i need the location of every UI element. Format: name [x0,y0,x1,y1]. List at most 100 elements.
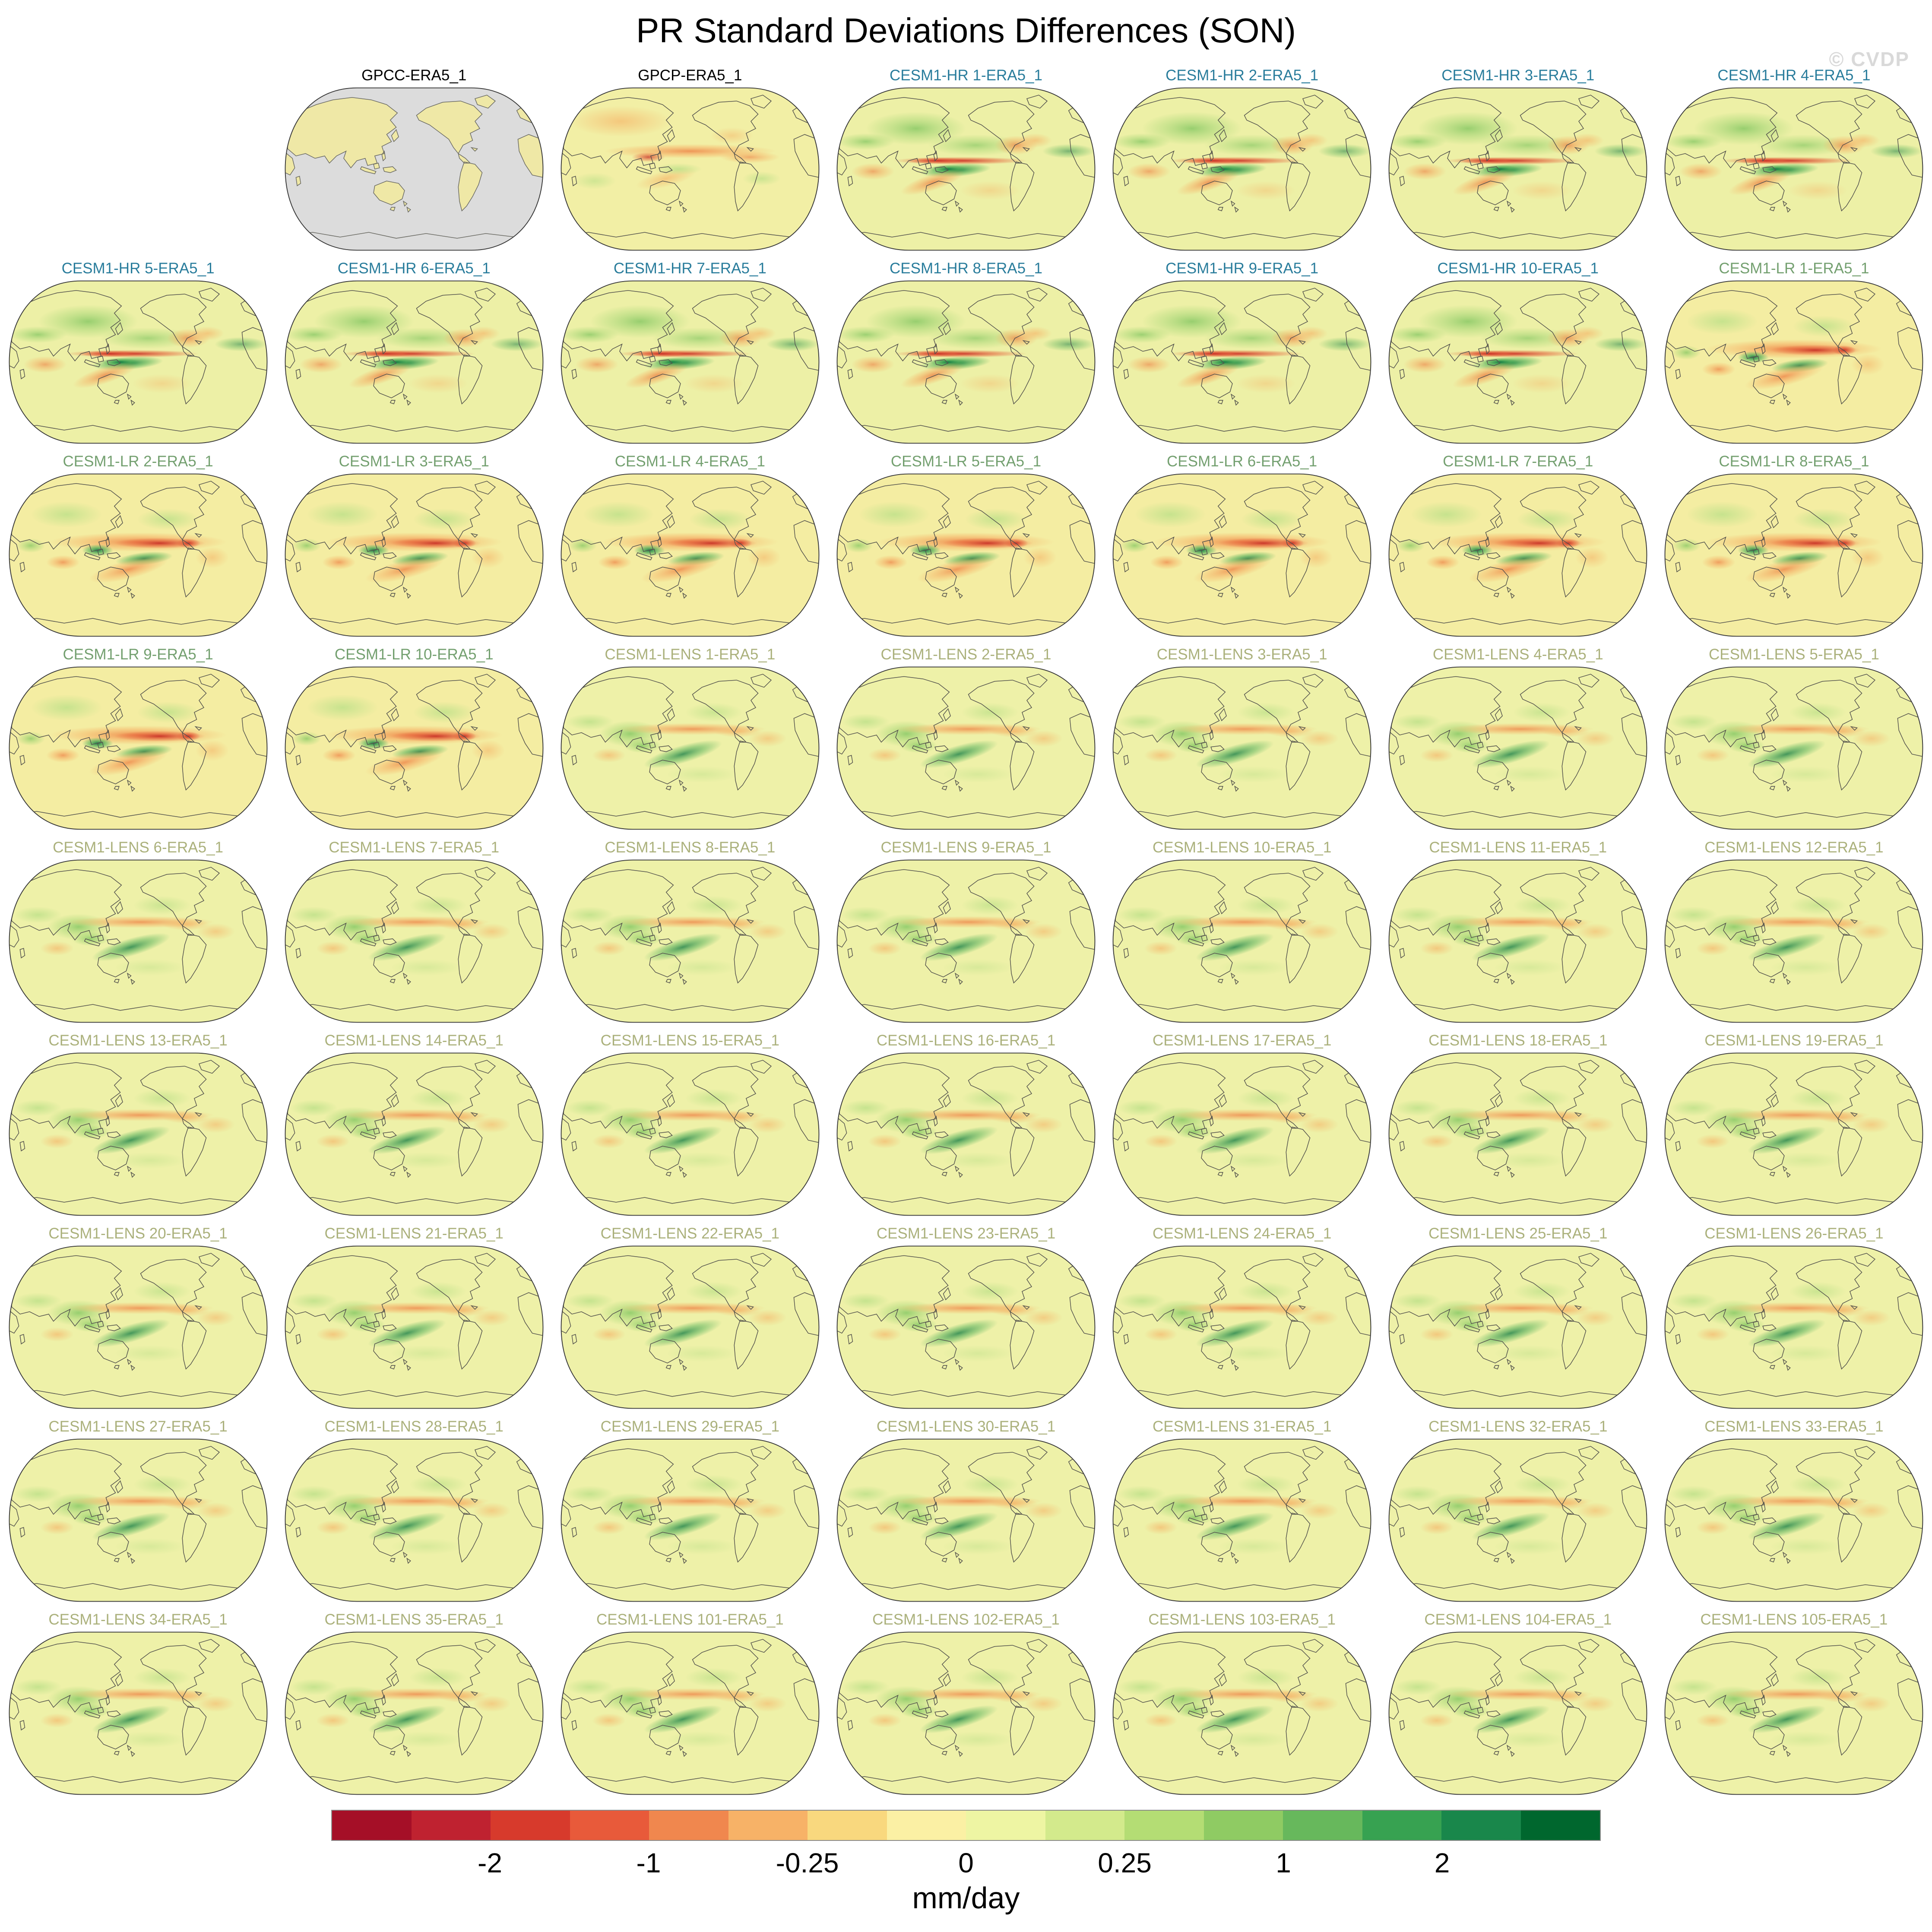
map-panel: CESM1-LENS 9-ERA5_1 [828,838,1104,1025]
world-map [285,473,544,637]
map-panel: CESM1-LR 1-ERA5_1 [1656,259,1932,446]
map-panel-label: CESM1-LENS 21-ERA5_1 [324,1225,504,1242]
map-panel: CESM1-LENS 8-ERA5_1 [552,838,828,1025]
colorbar-segment [728,1811,808,1840]
map-panel-label: CESM1-LENS 6-ERA5_1 [53,839,224,856]
map-panel-label: CESM1-LENS 10-ERA5_1 [1152,839,1332,856]
world-map [1388,1245,1647,1409]
world-map [561,87,820,251]
map-panel: CESM1-HR 2-ERA5_1 [1104,66,1380,253]
colorbar-segment [808,1811,887,1840]
world-map [285,1245,544,1409]
world-map [285,1631,544,1795]
colorbar-ticks: -2 -1 -0.25 0 0.25 1 2 [331,1841,1601,1881]
map-panel: CESM1-HR 5-ERA5_1 [0,259,276,446]
world-map [9,666,268,830]
empty-cell [0,66,276,253]
map-panel-label: CESM1-HR 10-ERA5_1 [1437,260,1599,277]
map-panel-label: CESM1-HR 4-ERA5_1 [1717,67,1871,84]
map-panel-label: CESM1-HR 6-ERA5_1 [337,260,491,277]
world-map [1112,1052,1371,1216]
world-map [561,1438,820,1602]
map-panel-label: CESM1-LENS 14-ERA5_1 [324,1032,504,1049]
map-panel: CESM1-LR 3-ERA5_1 [276,452,552,639]
map-panel: GPCC-ERA5_1 [276,66,552,253]
world-map [1112,666,1371,830]
page-title: PR Standard Deviations Differences (SON) [636,11,1296,50]
world-map [561,1245,820,1409]
map-panel: CESM1-LENS 1-ERA5_1 [552,645,828,832]
map-panel-label: CESM1-LR 4-ERA5_1 [614,453,765,470]
world-map [1112,859,1371,1023]
map-panel-label: CESM1-LR 5-ERA5_1 [890,453,1042,470]
map-panel-label: CESM1-LR 6-ERA5_1 [1167,453,1318,470]
world-map [561,1052,820,1216]
map-panel: CESM1-HR 8-ERA5_1 [828,259,1104,446]
map-panel: CESM1-LENS 28-ERA5_1 [276,1417,552,1604]
map-panel-label: CESM1-LR 10-ERA5_1 [334,646,494,663]
colorbar-segment [887,1811,966,1840]
map-panel: CESM1-LENS 13-ERA5_1 [0,1031,276,1218]
world-map [1664,1438,1923,1602]
colorbar-tick-label: 1 [1276,1847,1291,1878]
map-panel-label: CESM1-LENS 24-ERA5_1 [1152,1225,1332,1242]
map-panel-label: CESM1-LENS 23-ERA5_1 [876,1225,1056,1242]
world-map [1112,87,1371,251]
world-map [561,473,820,637]
map-panel-label: CESM1-HR 7-ERA5_1 [613,260,766,277]
map-panel: CESM1-LENS 12-ERA5_1 [1656,838,1932,1025]
map-panel: CESM1-LENS 20-ERA5_1 [0,1224,276,1411]
map-panel: CESM1-LENS 23-ERA5_1 [828,1224,1104,1411]
world-map [1388,1631,1647,1795]
map-panel: CESM1-LENS 7-ERA5_1 [276,838,552,1025]
world-map [285,87,544,251]
map-panel: CESM1-LR 8-ERA5_1 [1656,452,1932,639]
map-panel: CESM1-LR 2-ERA5_1 [0,452,276,639]
map-panel: CESM1-LENS 35-ERA5_1 [276,1610,552,1797]
map-panel-label: CESM1-HR 2-ERA5_1 [1166,67,1319,84]
map-panel-label: CESM1-LR 8-ERA5_1 [1719,453,1869,470]
map-panel-label: CESM1-LENS 103-ERA5_1 [1148,1611,1336,1628]
map-panel-label: CESM1-LENS 105-ERA5_1 [1700,1611,1888,1628]
colorbar-tick-label: -0.25 [776,1847,839,1878]
map-panel: CESM1-LENS 2-ERA5_1 [828,645,1104,832]
map-panel: CESM1-LENS 11-ERA5_1 [1380,838,1656,1025]
map-panel: CESM1-LENS 15-ERA5_1 [552,1031,828,1218]
map-panel: CESM1-LENS 101-ERA5_1 [552,1610,828,1797]
world-map [1664,473,1923,637]
map-panel: CESM1-HR 7-ERA5_1 [552,259,828,446]
world-map [285,666,544,830]
map-panel: CESM1-LENS 24-ERA5_1 [1104,1224,1380,1411]
world-map [561,859,820,1023]
map-panel-label: CESM1-HR 1-ERA5_1 [889,67,1042,84]
map-panel-label: CESM1-LENS 12-ERA5_1 [1704,839,1884,856]
world-map [1664,666,1923,830]
map-panel-label: GPCC-ERA5_1 [361,67,467,84]
map-panel: CESM1-HR 9-ERA5_1 [1104,259,1380,446]
map-panel: CESM1-LENS 30-ERA5_1 [828,1417,1104,1604]
map-panel-label: CESM1-LENS 28-ERA5_1 [324,1418,504,1435]
cvdp-watermark: © CVDP [1829,48,1910,70]
map-panel: CESM1-LENS 17-ERA5_1 [1104,1031,1380,1218]
map-panel-label: CESM1-LENS 19-ERA5_1 [1704,1032,1884,1049]
map-panel-label: CESM1-HR 9-ERA5_1 [1166,260,1319,277]
map-panel-label: CESM1-LENS 29-ERA5_1 [600,1418,780,1435]
map-panel: CESM1-LR 5-ERA5_1 [828,452,1104,639]
map-panel: CESM1-LENS 19-ERA5_1 [1656,1031,1932,1218]
colorbar-unit-label: mm/day [912,1881,1020,1915]
world-map [1112,280,1371,444]
map-panel: CESM1-LENS 4-ERA5_1 [1380,645,1656,832]
world-map [285,1052,544,1216]
world-map [9,859,268,1023]
map-panel: CESM1-HR 10-ERA5_1 [1380,259,1656,446]
world-map [1388,1052,1647,1216]
map-panel-label: CESM1-LENS 17-ERA5_1 [1152,1032,1332,1049]
map-panel-label: CESM1-LENS 3-ERA5_1 [1156,646,1327,663]
map-panel-label: CESM1-LENS 16-ERA5_1 [876,1032,1056,1049]
world-map [1664,1631,1923,1795]
map-panel-label: CESM1-HR 8-ERA5_1 [889,260,1042,277]
map-panel: CESM1-LENS 104-ERA5_1 [1380,1610,1656,1797]
map-panel: CESM1-LENS 32-ERA5_1 [1380,1417,1656,1604]
world-map [561,1631,820,1795]
map-panel-label: CESM1-LENS 5-ERA5_1 [1708,646,1879,663]
